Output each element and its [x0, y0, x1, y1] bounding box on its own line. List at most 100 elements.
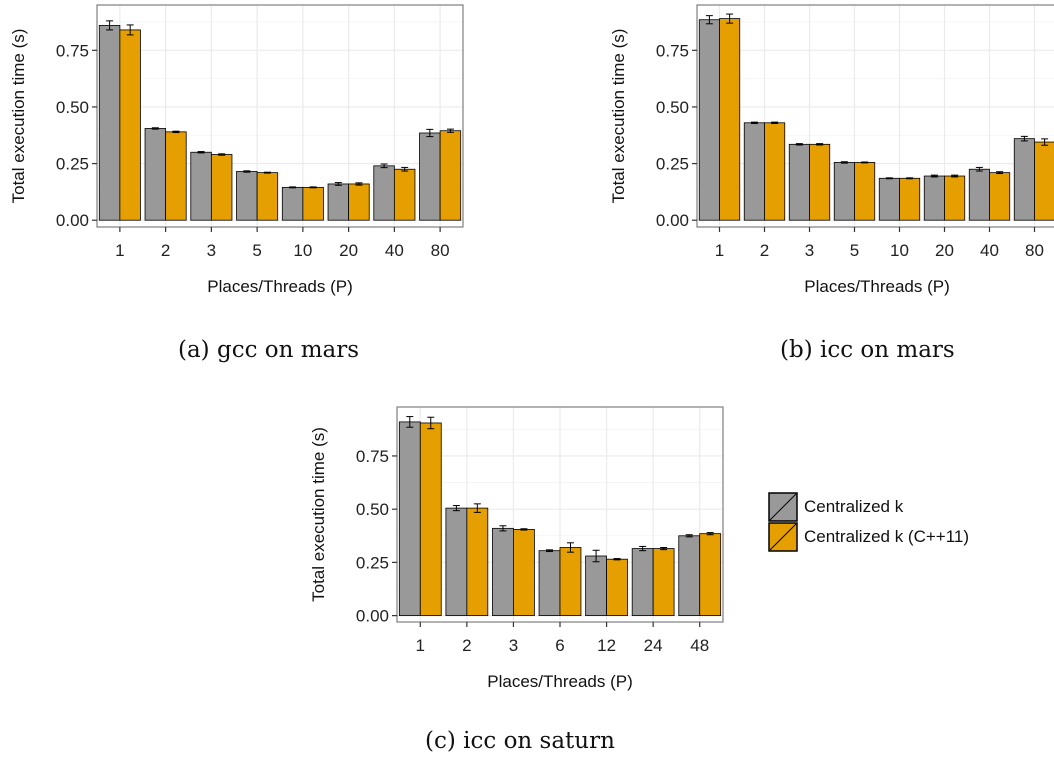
error-bar: [861, 161, 869, 164]
chart-svg-b: 0.00 0.25 0.50 0.75 1 2 3 5 10 20 40 80 Places/Threa…: [609, 4, 1054, 296]
error-bar: [289, 186, 297, 189]
x-axis-title: Places/Threads (P): [804, 277, 950, 296]
legend-item-centralized-k-cpp11: Centralized k (C++11): [768, 522, 969, 552]
error-bar: [592, 549, 600, 563]
error-bar: [705, 15, 713, 25]
error-bar: [334, 182, 342, 186]
bar: [190, 151, 212, 221]
error-bar: [816, 143, 824, 146]
error-bar: [726, 13, 734, 24]
bar: [513, 529, 535, 617]
error-bar: [930, 174, 938, 178]
bar: [854, 162, 876, 221]
chart-gcc-mars: 0.00 0.25 0.50 0.75 1 2 3 5 10 20 40 80 Places/Threa…: [0, 0, 480, 305]
x-tick-label: 5: [850, 241, 859, 260]
bar: [98, 24, 121, 221]
error-bar: [446, 128, 454, 133]
error-bar: [996, 171, 1004, 175]
bar: [165, 131, 187, 221]
error-bar: [520, 528, 528, 531]
x-tick-label: 5: [252, 241, 261, 260]
error-bar: [1020, 135, 1028, 142]
x-tick-label: 20: [339, 241, 358, 260]
x-tick-label: 1: [115, 241, 124, 260]
bar: [719, 18, 741, 221]
chart-svg-c: 0.000.250.500.751 2 3 6 12 24 48Places/Threads…: [309, 406, 724, 691]
bar: [678, 535, 701, 617]
bar: [236, 171, 258, 221]
x-tick-label: 80: [1025, 241, 1044, 260]
error-bar: [1041, 138, 1049, 146]
bar: [144, 128, 167, 221]
y-axis-title: Total execution time (s): [309, 427, 328, 602]
y-tick-label: 0.50: [656, 98, 689, 117]
x-axis-title: Places/Threads (P): [207, 277, 353, 296]
error-bar: [243, 170, 251, 173]
bar: [585, 555, 607, 617]
bar: [492, 527, 514, 617]
error-bar: [473, 503, 481, 513]
bar: [256, 172, 279, 221]
x-axis-title: Places/Threads (P): [487, 672, 633, 691]
y-tick-label: 0.75: [56, 41, 89, 60]
legend-swatch-orange: [768, 522, 798, 552]
error-bar: [499, 525, 507, 532]
y-axis-title: Total execution time (s): [9, 29, 28, 204]
bar: [944, 175, 966, 221]
error-bar: [452, 505, 460, 512]
y-tick-label: 0.25: [356, 553, 389, 572]
plot-frame: [96, 4, 464, 228]
x-tick-label: 3: [207, 241, 216, 260]
legend: Centralized k Centralized k (C++11): [768, 492, 969, 552]
error-bar: [685, 534, 693, 538]
bar: [923, 175, 945, 221]
error-bar: [546, 549, 554, 553]
y-tick-label: 0.75: [656, 41, 689, 60]
chart-icc-saturn: 0.00 0.25 0.50 0.75 1 2 3 6 12 24 48 Places/Threads…: [300, 395, 740, 700]
caption-c: (c) icc on saturn: [425, 728, 615, 754]
bar: [788, 143, 810, 221]
x-tick-label: 24: [644, 636, 663, 655]
bar: [393, 168, 416, 221]
error-bar: [172, 130, 180, 134]
error-bar: [427, 416, 435, 430]
error-bar: [906, 177, 914, 180]
y-tick-label: 0.75: [356, 447, 389, 466]
error-bar: [406, 416, 414, 428]
bar: [327, 183, 350, 221]
x-tick-label: 40: [980, 241, 999, 260]
bar: [764, 122, 786, 221]
error-bar: [795, 143, 803, 146]
bar: [631, 548, 654, 617]
legend-label-centralized-k: Centralized k: [804, 497, 904, 516]
x-tick-label: 3: [509, 636, 518, 655]
x-tick-label: 80: [431, 241, 450, 260]
x-tick-label: 1: [416, 636, 425, 655]
bar: [559, 547, 582, 617]
bar: [989, 172, 1011, 221]
x-tick-label: 2: [760, 241, 769, 260]
y-tick-label: 0.50: [56, 98, 89, 117]
y-tick-label: 0.00: [356, 607, 389, 626]
error-bar: [660, 546, 668, 551]
x-tick-label: 12: [597, 636, 616, 655]
legend-item-centralized-k: Centralized k: [768, 492, 969, 522]
error-bar: [355, 182, 363, 186]
error-bar: [840, 161, 848, 164]
y-tick-label: 0.25: [56, 155, 89, 174]
bar: [699, 533, 722, 617]
bar: [698, 19, 720, 221]
bar: [373, 165, 395, 221]
y-tick-label: 0.00: [656, 211, 689, 230]
bar: [743, 122, 765, 221]
error-bar: [380, 163, 388, 169]
error-bar: [771, 121, 779, 124]
error-bar: [218, 153, 226, 156]
error-bar: [951, 174, 959, 178]
bar: [538, 550, 561, 617]
plot-frame: [696, 4, 1054, 228]
error-bar: [197, 151, 205, 154]
chart-icc-mars: 0.00 0.25 0.50 0.75 1 2 3 5 10 20 40 80 Places/Threa…: [600, 0, 1054, 305]
x-tick-label: 1: [715, 241, 724, 260]
error-bar: [263, 171, 271, 174]
